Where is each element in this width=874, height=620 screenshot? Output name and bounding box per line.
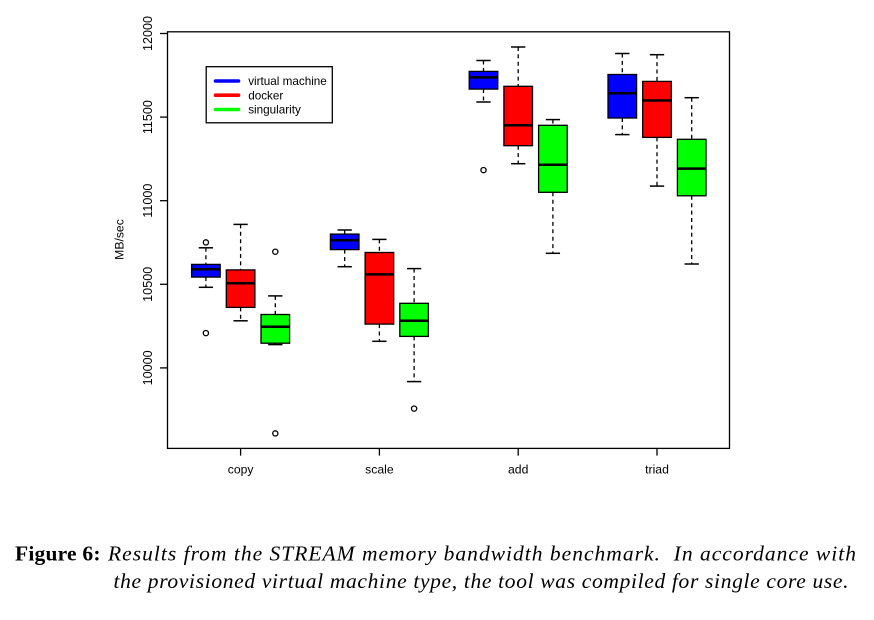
svg-text:Figure 6:: Figure 6: [15, 542, 101, 566]
svg-text:Results from the STREAM memory: Results from the STREAM memory bandwidth… [107, 542, 856, 566]
svg-text:12000: 12000 [141, 16, 155, 51]
svg-text:singularity: singularity [248, 104, 301, 117]
svg-text:10500: 10500 [141, 267, 155, 302]
svg-text:add: add [508, 463, 528, 477]
svg-text:docker: docker [248, 89, 283, 102]
svg-text:virtual machine: virtual machine [248, 75, 327, 88]
svg-text:triad: triad [645, 463, 669, 477]
svg-text:MB/sec: MB/sec [112, 219, 126, 260]
svg-text:the provisioned virtual machin: the provisioned virtual machine type, th… [114, 569, 849, 593]
svg-text:11000: 11000 [141, 184, 155, 218]
svg-text:11500: 11500 [141, 100, 155, 134]
svg-text:scale: scale [365, 463, 394, 477]
svg-text:10000: 10000 [141, 350, 155, 385]
svg-text:copy: copy [228, 463, 255, 477]
